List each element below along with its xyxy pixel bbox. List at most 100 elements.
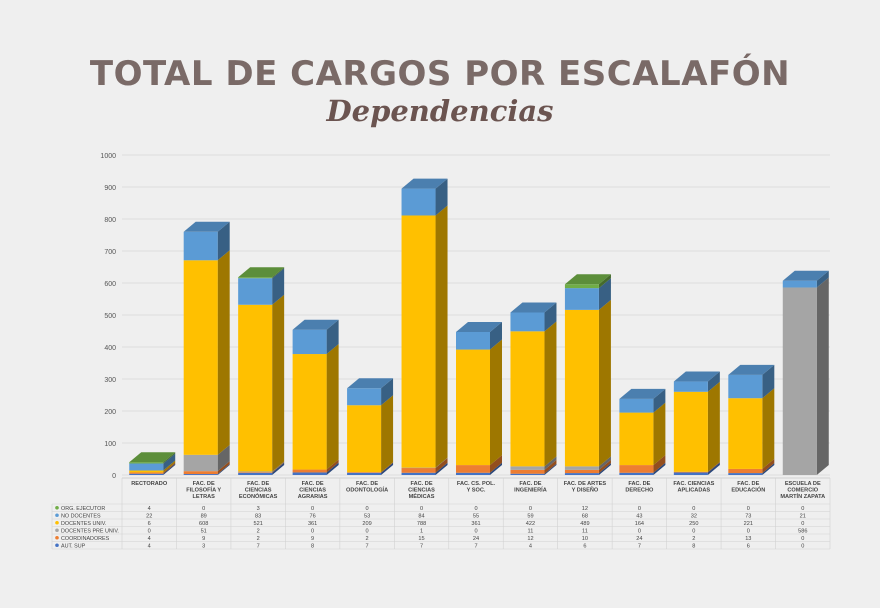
data-label: 788 bbox=[417, 521, 426, 527]
bar-segment-top bbox=[456, 321, 502, 332]
data-label: 0 bbox=[148, 528, 151, 534]
bar-segment-side bbox=[326, 319, 339, 355]
bar-segment bbox=[401, 472, 436, 475]
data-label: 0 bbox=[747, 528, 750, 534]
bar-segment-side bbox=[217, 221, 230, 261]
bar-segment-top bbox=[564, 274, 611, 285]
data-label: 361 bbox=[308, 521, 317, 527]
bar-segment bbox=[183, 471, 218, 475]
bar-segment bbox=[673, 471, 708, 473]
data-label: 0 bbox=[420, 506, 423, 512]
data-label: 608 bbox=[199, 521, 208, 527]
data-label: 89 bbox=[201, 513, 207, 519]
data-label: 521 bbox=[253, 521, 262, 527]
data-label: 0 bbox=[747, 506, 750, 512]
bar-segment-side bbox=[163, 462, 176, 474]
x-tick-label: FAC. DE EDUCACIÓN bbox=[731, 481, 765, 493]
data-label: 10 bbox=[582, 536, 588, 542]
data-label: 9 bbox=[311, 536, 314, 542]
bar-segment-side bbox=[326, 462, 339, 475]
bar-segment-side bbox=[598, 459, 611, 474]
data-label: 4 bbox=[148, 506, 151, 512]
data-label: 6 bbox=[583, 543, 586, 549]
bar-segment bbox=[619, 472, 654, 475]
bar-segment bbox=[401, 467, 436, 473]
bar-segment bbox=[129, 462, 164, 464]
bar-segment-side bbox=[707, 462, 720, 475]
bar-segment-side bbox=[816, 270, 829, 288]
bar-segment-top bbox=[510, 302, 557, 313]
bar-segment-side bbox=[816, 277, 829, 475]
bar-segment bbox=[183, 474, 218, 475]
chart-subtitle: Dependencias bbox=[326, 94, 554, 128]
bar-segment-side bbox=[272, 268, 285, 305]
data-label: 84 bbox=[418, 513, 424, 519]
bar-segment bbox=[238, 472, 273, 475]
data-label: 68 bbox=[582, 513, 588, 519]
bar-segment-side bbox=[435, 205, 448, 468]
legend-label: DOCENTES UNIV. bbox=[61, 521, 106, 527]
y-tick-label: 0 bbox=[112, 473, 116, 480]
data-label: 7 bbox=[474, 543, 477, 549]
bar-segment-side bbox=[490, 455, 502, 473]
x-tick-label: RECTORADO bbox=[131, 481, 168, 487]
data-label: 8 bbox=[311, 543, 314, 549]
bar-segment bbox=[129, 463, 164, 471]
x-tick-label: FAC. CIENCIAS APLICADAS bbox=[673, 481, 714, 493]
bar-segment-side bbox=[272, 461, 285, 473]
bar-segment-top bbox=[238, 267, 285, 278]
bar-segment-side bbox=[217, 464, 230, 475]
data-label: 2 bbox=[257, 528, 260, 534]
data-label: 0 bbox=[311, 528, 314, 534]
x-tick-label: FAC. DE ARTES Y DISEÑO bbox=[564, 481, 607, 493]
bar-segment bbox=[673, 391, 708, 472]
bar-segment bbox=[347, 472, 382, 475]
bar-segment-side bbox=[598, 278, 611, 310]
x-tick-label: FAC. DE INGENIERÍA bbox=[514, 481, 547, 493]
data-label: 7 bbox=[420, 543, 423, 549]
bar-segment-side bbox=[544, 321, 557, 467]
legend-key bbox=[55, 535, 59, 540]
bar-segment-side bbox=[707, 371, 720, 392]
bar-segment-side bbox=[381, 462, 394, 475]
bar-segment bbox=[456, 465, 490, 473]
bar-segment-side bbox=[381, 462, 394, 473]
bar-segment bbox=[510, 473, 545, 475]
data-label: 22 bbox=[146, 513, 152, 519]
legend-key bbox=[55, 513, 59, 518]
bar-segment-side bbox=[272, 462, 285, 473]
bar-segment-side bbox=[490, 321, 502, 350]
data-label: 0 bbox=[202, 506, 205, 512]
legend-label: DOCENTES PRE UNIV. bbox=[61, 528, 119, 534]
bar-segment bbox=[728, 473, 763, 475]
bar-segment bbox=[129, 473, 164, 475]
bar-segment-side bbox=[163, 460, 176, 473]
bar-segment-side bbox=[435, 178, 448, 216]
bar-segment-top bbox=[292, 319, 339, 330]
bar-segment-side bbox=[435, 457, 448, 468]
legend-key bbox=[55, 505, 59, 510]
data-label: 209 bbox=[362, 521, 371, 527]
data-label: 0 bbox=[692, 528, 695, 534]
data-label: 6 bbox=[148, 521, 151, 527]
bar-segment-side bbox=[217, 250, 230, 455]
data-label: 32 bbox=[691, 513, 697, 519]
bar-segment bbox=[347, 388, 382, 406]
data-label: 0 bbox=[801, 536, 804, 542]
data-label: 0 bbox=[529, 506, 532, 512]
data-label: 0 bbox=[366, 506, 369, 512]
bar-segment bbox=[510, 331, 545, 467]
data-label: 76 bbox=[309, 513, 315, 519]
data-label: 0 bbox=[638, 506, 641, 512]
bar-segment-top bbox=[619, 388, 666, 399]
legend-key bbox=[55, 528, 59, 533]
bar-segment bbox=[456, 349, 490, 466]
bar-segment-side bbox=[217, 444, 230, 472]
data-label: 21 bbox=[800, 513, 806, 519]
bar-segment-side bbox=[272, 462, 285, 475]
bar-segment bbox=[238, 278, 273, 305]
bar-segment-side bbox=[272, 294, 285, 472]
data-label: 0 bbox=[692, 506, 695, 512]
data-label: 11 bbox=[528, 528, 534, 534]
data-label: 250 bbox=[689, 521, 698, 527]
